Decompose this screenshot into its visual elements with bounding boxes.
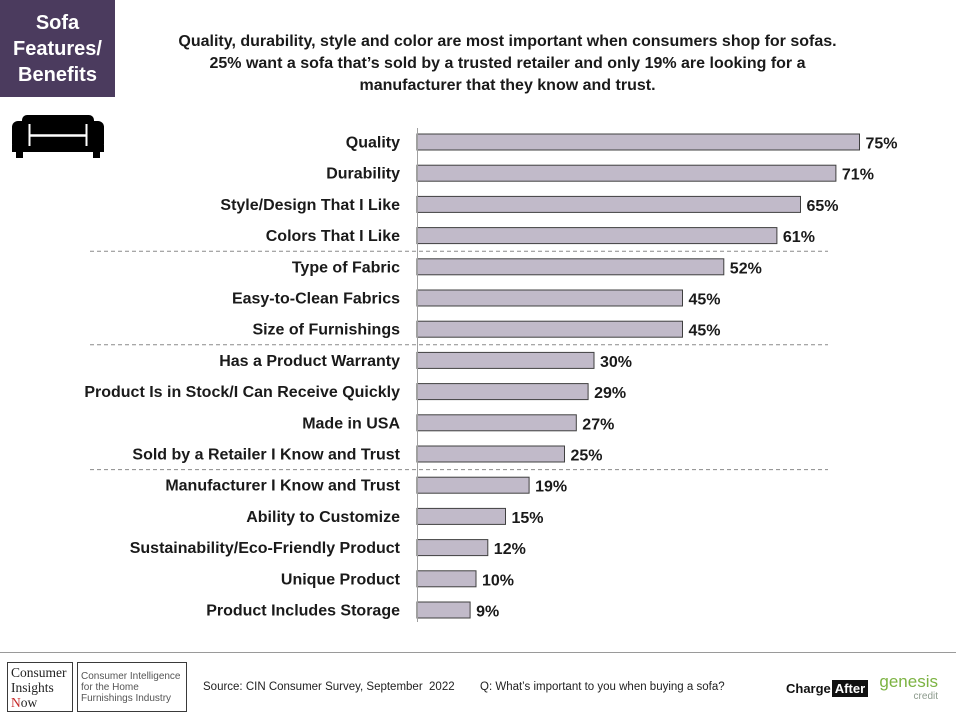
cin-logo: Consumer Insights Now Consumer Intellige…: [7, 662, 187, 712]
category-label: Quality: [346, 135, 400, 152]
bar: [416, 383, 589, 401]
data-label: 12%: [494, 541, 526, 558]
cin-logo-name-line: Consumer: [11, 665, 67, 680]
data-label: 75%: [866, 136, 898, 153]
data-label: 15%: [512, 510, 544, 527]
section-label-line: Features/: [13, 38, 102, 60]
category-label: Ability to Customize: [246, 509, 400, 526]
data-label: 9%: [476, 604, 499, 621]
headline-line: Quality, durability, style and color are…: [178, 33, 837, 50]
headline-line: 25% want a sofa that’s sold by a trusted…: [209, 55, 806, 72]
data-label: 61%: [783, 229, 815, 246]
data-label: 30%: [600, 354, 632, 371]
category-label: Durability: [326, 166, 400, 183]
data-label: 10%: [482, 572, 514, 589]
category-label: Type of Fabric: [292, 259, 400, 276]
bar: [416, 601, 471, 619]
genesis-logo-name: genesis: [879, 672, 938, 691]
data-label: 29%: [594, 385, 626, 402]
data-label: 27%: [582, 416, 614, 433]
section-label-line: Sofa: [35, 12, 80, 34]
category-label: Style/Design That I Like: [220, 197, 400, 214]
bar: [416, 507, 506, 525]
category-label: Product Includes Storage: [206, 603, 400, 620]
category-label: Has a Product Warranty: [219, 353, 400, 370]
bar: [416, 476, 530, 494]
data-label: 71%: [842, 167, 874, 184]
chargeafter-logo: Charge After: [786, 680, 869, 697]
bar: [416, 320, 683, 338]
bar: [416, 227, 778, 245]
bar: [416, 164, 837, 182]
category-label: Sustainability/Eco-Friendly Product: [130, 540, 401, 557]
section-label-line: Benefits: [18, 64, 97, 86]
bar-chart: Quality 75% Durability 71% Style/Design That…: [84, 128, 898, 622]
category-label: Made in USA: [302, 415, 400, 432]
data-label: 45%: [689, 323, 721, 340]
data-label: 25%: [571, 448, 603, 465]
cin-logo-tagline-line: Consumer Intelligence: [81, 671, 181, 682]
cin-logo-name: Consumer Insights Now: [7, 662, 73, 712]
cin-logo-name-line: Insights: [11, 680, 54, 695]
genesis-credit-logo: genesis credit: [870, 672, 938, 703]
sofa-icon: [12, 115, 104, 158]
bar: [416, 445, 565, 463]
cin-logo-name-line: Now: [11, 695, 38, 710]
bar: [416, 351, 595, 369]
data-label: 45%: [689, 292, 721, 309]
section-label-box: Sofa Features/ Benefits: [0, 0, 115, 97]
bar: [416, 570, 477, 588]
chargeafter-logo-after: After: [831, 680, 869, 697]
cin-logo-tagline-line: for the Home: [81, 682, 139, 693]
bar: [416, 258, 725, 276]
survey-question: Q: What’s important to you when buying a…: [480, 681, 725, 693]
source-note: Source: CIN Consumer Survey, September 2…: [203, 681, 455, 693]
category-label: Easy-to-Clean Fabrics: [232, 291, 400, 308]
bar: [416, 133, 860, 151]
footer-divider: [0, 652, 956, 653]
data-label: 52%: [730, 260, 762, 277]
category-label: Colors That I Like: [266, 228, 400, 245]
data-label: 19%: [535, 479, 567, 496]
category-label: Sold by a Retailer I Know and Trust: [132, 447, 400, 464]
bar: [416, 414, 577, 432]
cin-logo-tagline-line: Furnishings Industry: [81, 693, 172, 704]
category-label: Manufacturer I Know and Trust: [165, 478, 400, 495]
headline-line: manufacturer that they know and trust.: [359, 77, 656, 94]
genesis-logo-sub: credit: [913, 691, 938, 702]
category-label: Size of Furnishings: [252, 322, 400, 339]
category-label: Unique Product: [281, 571, 401, 588]
bar: [416, 539, 489, 557]
bar: [416, 289, 683, 307]
headline: Quality, durability, style and color are…: [120, 31, 895, 97]
bar: [416, 195, 801, 213]
chargeafter-logo-charge: Charge: [786, 681, 831, 696]
data-label: 65%: [807, 198, 839, 215]
cin-logo-tagline: Consumer Intelligence for the Home Furni…: [77, 662, 187, 712]
category-label: Product Is in Stock/I Can Receive Quickl…: [84, 384, 400, 401]
